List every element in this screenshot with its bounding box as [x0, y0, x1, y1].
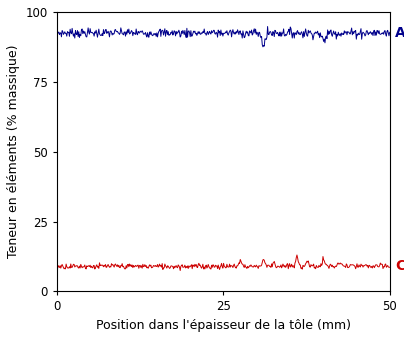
X-axis label: Position dans l'épaisseur de la tôle (mm): Position dans l'épaisseur de la tôle (mm… — [96, 319, 351, 332]
Text: Cu: Cu — [395, 259, 404, 273]
Text: Al: Al — [395, 26, 404, 40]
Y-axis label: Teneur en éléments (% massique): Teneur en éléments (% massique) — [7, 45, 20, 258]
